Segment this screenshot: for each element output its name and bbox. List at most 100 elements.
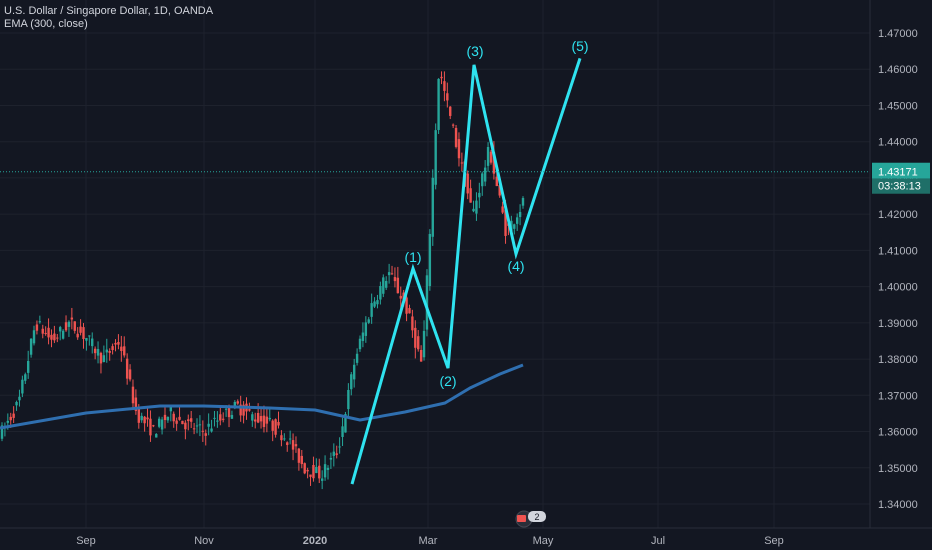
candle-body <box>288 438 292 440</box>
candle-body <box>123 346 126 356</box>
time-tick-label: Sep <box>764 535 784 547</box>
candle-body <box>431 177 434 237</box>
candle-body <box>6 420 10 423</box>
wave-label[interactable]: (1) <box>404 249 421 265</box>
candle-body <box>24 374 27 381</box>
flag-icon <box>517 515 526 522</box>
candle-body <box>259 416 263 422</box>
candle-body <box>38 321 42 323</box>
candle-body <box>224 408 228 410</box>
candle-body <box>102 355 106 362</box>
candle-body <box>248 409 251 411</box>
wave-label[interactable]: (5) <box>571 38 588 54</box>
candle-body <box>210 428 213 432</box>
countdown-label: 03:38:13 <box>878 181 921 193</box>
candle-body <box>393 277 397 282</box>
candle-body <box>498 185 501 196</box>
candle-body <box>0 425 4 439</box>
candle-body <box>481 173 484 187</box>
candle-body <box>18 396 21 401</box>
candle-body <box>309 474 312 477</box>
candle-body <box>457 139 461 159</box>
candle-body <box>460 162 464 164</box>
candle-body <box>99 352 103 364</box>
candle-body <box>291 440 295 450</box>
price-tick-label: 1.40000 <box>878 282 918 294</box>
candle-body <box>64 322 68 331</box>
candle-body <box>96 348 100 356</box>
candle-body <box>262 415 266 428</box>
candle-body <box>283 438 286 440</box>
candle-body <box>201 430 205 432</box>
price-tick-label: 1.44000 <box>878 137 918 149</box>
candle-body <box>414 327 417 348</box>
chart-legend: U.S. Dollar / Singapore Dollar, 1D, OAND… <box>4 5 213 31</box>
price-tick-label: 1.36000 <box>878 427 918 439</box>
candle-body <box>155 433 158 438</box>
candle-body <box>213 417 216 419</box>
candle-body <box>335 453 338 455</box>
candle-body <box>222 418 225 420</box>
candle-body <box>472 208 475 212</box>
candle-body <box>417 336 420 350</box>
candle-body <box>364 322 368 336</box>
candle-body <box>236 401 239 404</box>
candle-body <box>277 421 280 426</box>
candle-body <box>419 349 423 362</box>
candle-body <box>131 386 135 404</box>
candle-body <box>207 423 210 427</box>
candle-body <box>82 327 85 339</box>
candle-body <box>59 327 62 332</box>
wave-label[interactable]: (2) <box>439 373 456 389</box>
candle-body <box>256 412 260 423</box>
candle-body <box>303 463 306 474</box>
candle-body <box>128 369 132 380</box>
wave-label[interactable]: (3) <box>466 43 483 59</box>
candle-body <box>175 420 178 424</box>
candle-body <box>61 330 65 339</box>
candle-body <box>93 348 97 354</box>
candle-body <box>338 446 341 448</box>
symbol-title[interactable]: U.S. Dollar / Singapore Dollar, 1D, OAND… <box>4 5 214 17</box>
wave-label[interactable]: (4) <box>507 258 524 274</box>
candle-body <box>329 457 333 460</box>
candle-body <box>297 448 301 463</box>
candle-body <box>355 353 359 363</box>
price-tick-label: 1.37000 <box>878 390 918 402</box>
candle-body <box>233 401 237 407</box>
elliott-wave-line[interactable] <box>350 57 582 485</box>
candle-body <box>32 330 36 344</box>
candle-body <box>166 416 170 421</box>
candle-body <box>495 176 499 187</box>
candle-body <box>504 209 507 236</box>
candle-body <box>251 414 254 421</box>
candle-body <box>111 346 114 351</box>
candle-body <box>483 167 487 182</box>
candle-body <box>50 334 53 340</box>
price-tick-label: 1.38000 <box>878 354 918 366</box>
candle-body <box>157 418 161 427</box>
candle-body <box>254 419 257 422</box>
candle-body <box>53 333 56 341</box>
candle-body <box>318 465 321 479</box>
candle-body <box>41 328 44 334</box>
candle-body <box>501 206 504 213</box>
candle-body <box>195 425 199 427</box>
candle-body <box>373 301 376 307</box>
candle-body <box>434 130 437 185</box>
price-tick-label: 1.45000 <box>878 100 918 112</box>
candle-body <box>515 217 519 224</box>
candle-body <box>56 337 59 339</box>
candle-body <box>367 319 370 323</box>
candle-body <box>486 147 490 166</box>
indicator-title[interactable]: EMA (300, close) <box>4 18 88 30</box>
candle-body <box>443 81 446 91</box>
candle-body <box>198 424 202 426</box>
ema-line[interactable] <box>0 363 524 430</box>
candle-body <box>12 413 15 418</box>
candle-body <box>361 332 365 342</box>
candle-body <box>422 330 426 358</box>
candle-body <box>125 358 129 379</box>
time-tick-label: Nov <box>194 535 214 547</box>
